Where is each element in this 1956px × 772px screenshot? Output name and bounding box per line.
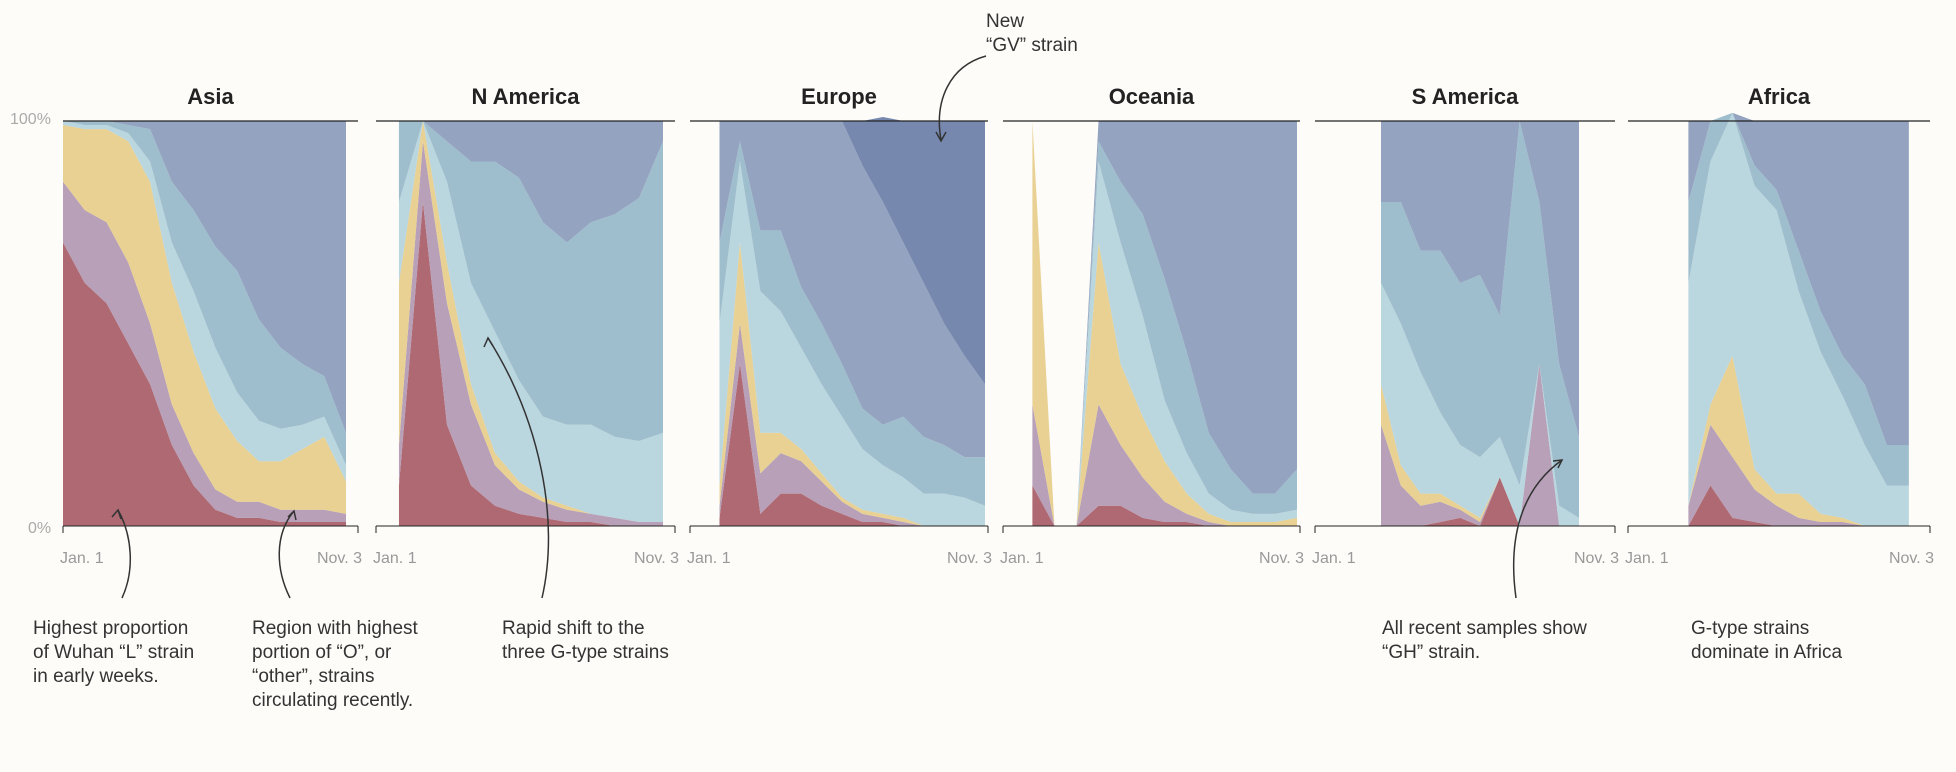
panel-title: N America [471,84,580,109]
annotation-arrow [938,55,987,141]
x-tick-label-start: Jan. 1 [1312,550,1356,567]
x-tick-label-end: Nov. 3 [1259,550,1304,567]
annotation-europe-gv: New “GV” strain [986,11,1078,56]
area-s [1688,355,1909,526]
panel-title: S America [1412,84,1520,109]
area-l [63,242,346,526]
x-tick-label-start: Jan. 1 [373,550,417,567]
annotation-arrows [111,55,1564,599]
x-tick-label-start: Jan. 1 [1625,550,1669,567]
x-tick-label-start: Jan. 1 [1000,550,1044,567]
annotation-namerica: Rapid shift to the three G-type strains [502,618,669,663]
area-l [1032,485,1297,526]
area-gh [1032,121,1297,526]
area-gr [1032,121,1297,526]
annotation-arrowhead [483,336,494,348]
panel-s-america: S America Jan. 1 Nov. 3 [1312,84,1619,567]
panel-title: Europe [801,84,877,109]
x-tick-label-end: Nov. 3 [947,550,992,567]
annotation-arrowhead [287,509,297,521]
x-tick-label-end: Nov. 3 [317,550,362,567]
area-o [398,141,663,526]
area-gr [63,121,346,433]
panel-title: Asia [187,84,234,109]
area-g [1032,121,1297,526]
area-l [398,202,663,526]
x-tick-label-end: Nov. 3 [1889,550,1934,567]
panel-n-america: N America Jan. 1 Nov. 3 [373,84,679,567]
area-l [719,364,985,526]
area-s [719,242,985,526]
area-gr [398,121,663,243]
area-gr [1381,121,1579,437]
area-gh [398,121,663,441]
annotation-africa: G-type strains dominate in Africa [1691,618,1843,663]
x-tick-label-start: Jan. 1 [687,550,731,567]
area-g [719,161,985,526]
area-o [63,181,346,522]
annotation-samerica: All recent samples show “GH” strain. [1382,618,1587,663]
annotation-arrow [487,337,550,599]
area-o [1688,424,1909,526]
area-g [1688,112,1909,527]
panel-europe: Europe Jan. 1 Nov. 3 [687,84,992,567]
area-gr [719,121,985,458]
area-o [1032,404,1297,526]
area-gh [63,121,346,466]
y-tick-0: 0% [28,520,51,537]
x-tick-label-end: Nov. 3 [634,550,679,567]
area-o [719,323,985,526]
y-tick-100: 100% [10,111,51,128]
annotation-arrowhead [935,131,947,143]
area-gh [1688,112,1909,486]
x-tick-label-end: Nov. 3 [1574,550,1619,567]
area-s [398,121,663,522]
x-tick-label-start: Jan. 1 [60,550,104,567]
annotation-arrowhead [111,508,122,520]
area-g [398,121,663,522]
panel-africa: Africa Jan. 1 Nov. 3 [1625,84,1934,567]
area-s [63,125,346,514]
area-l [1688,485,1909,526]
annotation-asia-o: Region with highest portion of “O”, or “… [252,618,418,711]
area-gh [1381,121,1579,518]
annotation-arrow [117,509,131,599]
annotation-arrow [278,510,295,599]
panel-asia: Asia Jan. 1 Nov. 3 [60,84,362,567]
panel-title: Oceania [1109,84,1195,109]
area-gh [719,141,985,506]
area-gv [719,116,985,385]
panel-title: Africa [1748,84,1811,109]
annotation-arrow [1513,459,1563,599]
area-g [1381,283,1579,526]
area-gr [1688,112,1909,446]
annotation-asia-l: Highest proportion of Wuhan “L” strain i… [33,618,195,687]
area-o [1381,364,1579,526]
panel-oceania: Oceania Jan. 1 Nov. 3 [1000,84,1304,567]
annotation-arrowhead [1552,459,1564,469]
